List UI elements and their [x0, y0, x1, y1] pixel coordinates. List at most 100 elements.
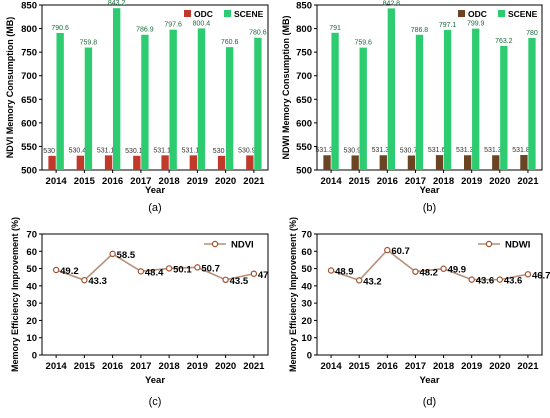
x-tick-label: 2020: [215, 176, 236, 187]
data-label-ndwi: 43.6: [504, 276, 523, 287]
x-tick-label: 2014: [46, 176, 68, 187]
bar-scene: [443, 29, 452, 171]
data-point-ndwi: [468, 276, 475, 283]
legend-swatch-odc: [184, 10, 191, 17]
y-tick-label: 550: [21, 142, 37, 153]
bar-scene: [56, 33, 64, 171]
legend-label-scene: SCENE: [508, 9, 538, 19]
data-label-scene: 790.6: [51, 25, 69, 32]
data-point-ndvi: [165, 265, 173, 272]
x-tick-label: 2018: [433, 361, 454, 372]
x-tick-label: 2017: [405, 361, 426, 372]
data-label-ndvi: 49.2: [60, 266, 79, 277]
data-point-ndvi: [52, 266, 60, 274]
y-axis-title: NDWI Memory Consumption (MB): [281, 16, 291, 160]
data-point-ndvi: [222, 276, 229, 284]
bar-odc: [76, 155, 85, 170]
y-tick-label: 60: [301, 247, 312, 258]
y-tick-label: 850: [21, 1, 37, 12]
y-tick-label: 500: [21, 166, 37, 177]
data-label-odc: 531.3: [456, 147, 474, 154]
x-tick-label: 2015: [349, 361, 371, 372]
x-tick-label: 2015: [349, 176, 371, 187]
bar-odc: [217, 155, 226, 170]
y-tick-label: 50: [26, 264, 37, 275]
bar-scene: [112, 8, 121, 170]
y-tick-label: 70: [26, 230, 37, 241]
data-label-scene: 786.8: [411, 27, 429, 34]
y-tick-label: 0: [32, 351, 37, 362]
x-tick-label: 2014: [46, 361, 68, 372]
data-label-odc: 531.3: [372, 147, 390, 154]
y-tick-label: 750: [296, 48, 312, 59]
data-point-ndvi: [81, 276, 88, 284]
y-tick-label: 70: [301, 230, 312, 241]
data-label-odc: 531.6: [428, 147, 446, 154]
data-point-ndvi: [137, 268, 145, 275]
x-tick-label: 2016: [102, 361, 123, 372]
data-label-odc: 530.4: [69, 148, 87, 155]
y-tick-label: 550: [296, 142, 312, 153]
x-tick-label: 2018: [159, 361, 180, 372]
x-tick-label: 2015: [74, 361, 96, 372]
x-tick-label: 2017: [405, 176, 426, 187]
bar-scene: [254, 37, 262, 170]
x-tick-label: 2016: [377, 176, 398, 187]
panel-b: 500 550 600 650 700 750 800 850 2014 2015 2016 2017…: [281, 0, 543, 214]
bar-scene: [528, 38, 536, 170]
y-tick-label: 20: [301, 316, 312, 327]
x-tick-label: 2020: [489, 176, 510, 187]
data-label-scene: 786.9: [136, 27, 154, 34]
legend-label-odc: ODC: [468, 9, 487, 19]
data-label-ndvi: 50.7: [201, 263, 220, 274]
y-tick-label: 10: [26, 333, 37, 344]
data-label-ndvi: 43.5: [230, 276, 249, 287]
legend-swatch-odc: [458, 10, 465, 17]
bar-scene: [197, 28, 206, 170]
series-line-ndvi: [55, 252, 255, 282]
data-point-ndwi: [355, 277, 363, 284]
plot-area-border: [41, 233, 269, 356]
data-label-ndwi: 46.7: [532, 270, 550, 281]
data-label-scene: 760.6: [221, 39, 239, 46]
data-point-ndwi: [327, 267, 335, 274]
y-tick-label: 600: [296, 118, 312, 129]
data-label-ndvi: 50.1: [173, 264, 192, 275]
y-tick-label: 20: [26, 316, 37, 327]
data-label-ndwi: 48.9: [335, 266, 354, 277]
data-label-ndwi: 48.2: [419, 268, 438, 279]
y-tick-label: 650: [296, 95, 312, 106]
bar-scene: [500, 45, 508, 170]
bar-odc: [323, 155, 331, 170]
legend-label-scene: SCENE: [234, 9, 264, 19]
bar-odc: [246, 155, 254, 170]
bar-odc: [351, 155, 359, 170]
data-label-scene: 797.1: [439, 22, 457, 29]
x-tick-label: 2019: [461, 176, 482, 187]
y-axis-title: Memory Efficiency Improvement (%): [288, 217, 298, 372]
x-tick-label: 2019: [187, 176, 208, 187]
bar-odc: [161, 155, 169, 170]
data-label-odc: 531.8: [512, 147, 530, 154]
data-label-odc: 530.7: [400, 148, 418, 155]
bar-scene: [84, 47, 93, 170]
bar-scene: [141, 34, 149, 170]
x-tick-label: 2018: [159, 176, 180, 187]
y-tick-label: 700: [21, 71, 37, 82]
data-label-ndvi: 58.5: [117, 250, 136, 261]
data-point-ndvi: [109, 250, 116, 258]
panel-c: 0 10 20 30 40 50 60 70 2014 2015 2016 2017 2018 2019 2…: [10, 217, 269, 408]
panel-a: 500 550 600 650 700 750 800 850 2014 2015 2016 2017…: [5, 0, 269, 214]
data-point-ndvi: [250, 270, 258, 277]
data-point-ndwi: [496, 276, 504, 283]
legend-label-ndwi: NDWI: [505, 240, 530, 251]
y-tick-label: 30: [26, 299, 37, 310]
legend-marker-ndvi: [211, 240, 219, 248]
panel-caption: (a): [148, 202, 161, 214]
x-tick-label: 2015: [74, 176, 96, 187]
y-tick-label: 30: [301, 299, 312, 310]
data-label-ndwi: 49.9: [448, 265, 467, 276]
y-tick-label: 50: [301, 264, 312, 275]
bar-odc: [48, 155, 56, 170]
